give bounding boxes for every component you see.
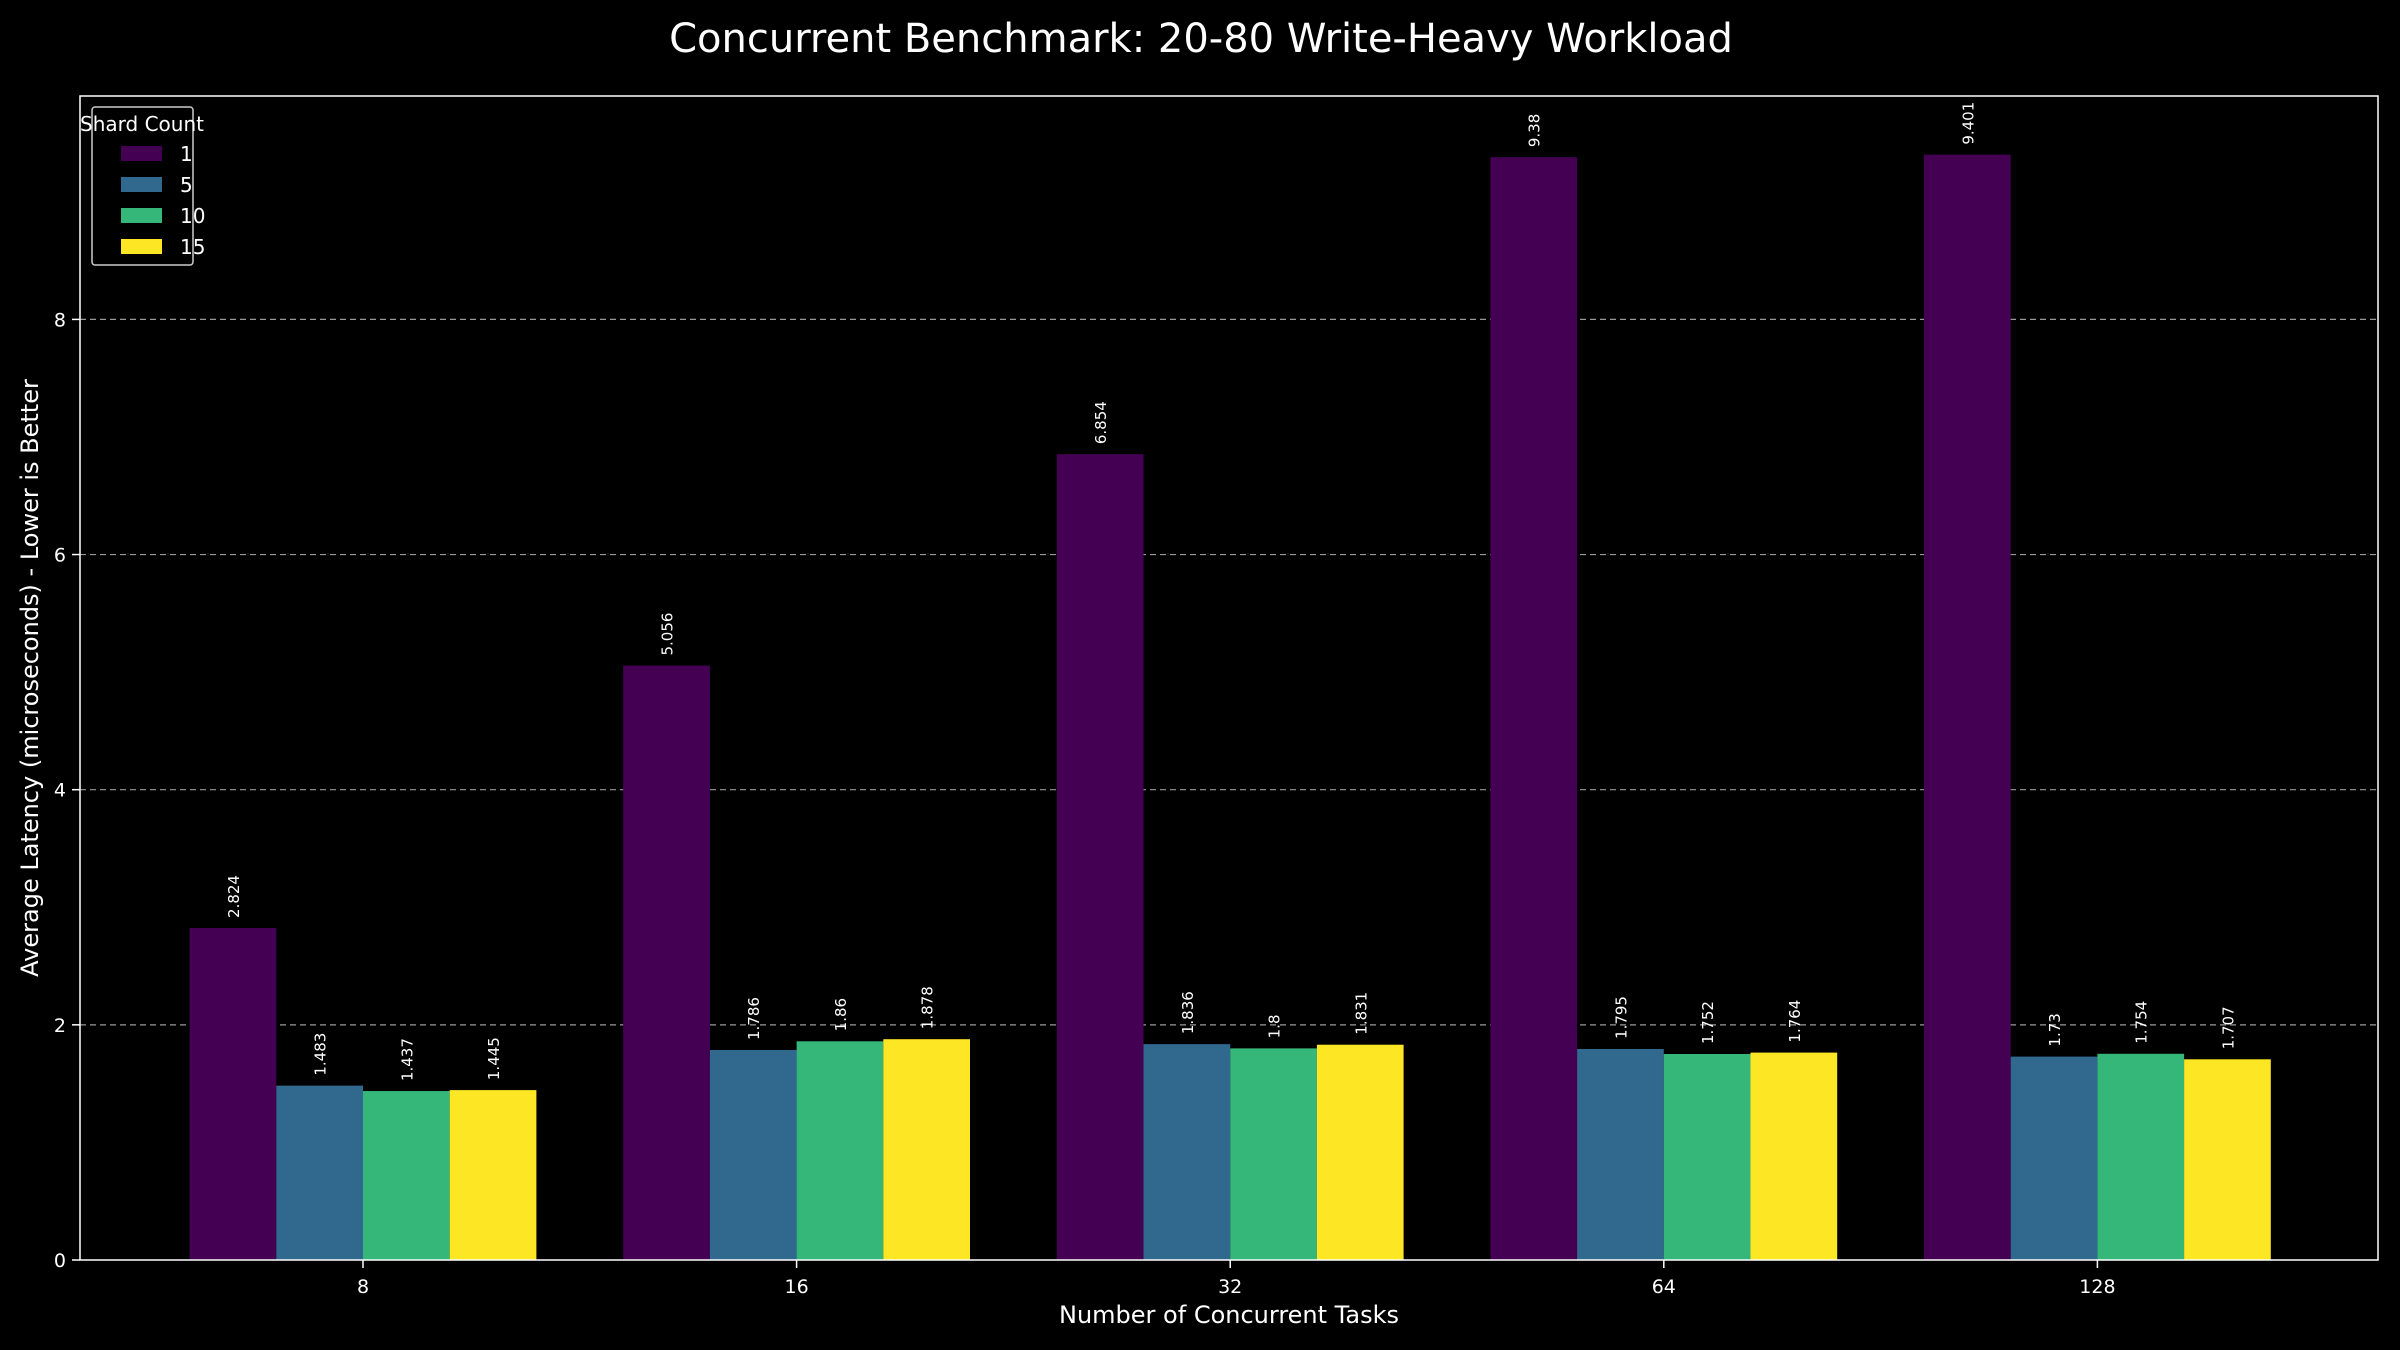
y-tick-label: 0 <box>54 1250 66 1272</box>
bar <box>1663 1054 1751 1260</box>
bar <box>1924 154 2011 1261</box>
x-tick-label: 16 <box>785 1276 809 1298</box>
bar <box>1230 1048 1317 1260</box>
bar-value-label: 1.754 <box>2133 1001 2151 1044</box>
legend-label: 10 <box>180 204 205 228</box>
bar-value-label: 1.445 <box>485 1037 503 1080</box>
bar-value-label: 1.8 <box>1266 1015 1284 1039</box>
bar-value-label: 1.786 <box>745 997 763 1040</box>
bar-value-label: 2.824 <box>225 875 243 918</box>
bar-value-label: 1.483 <box>312 1033 330 1076</box>
bar <box>2010 1056 2098 1260</box>
legend-title: Shard Count <box>80 112 204 136</box>
bar <box>623 665 710 1260</box>
legend-swatch <box>121 146 162 161</box>
bar-value-label: 1.831 <box>1352 992 1370 1035</box>
x-tick-label: 8 <box>357 1276 369 1298</box>
bar <box>2097 1053 2185 1260</box>
bar-value-label: 5.056 <box>659 613 677 656</box>
y-tick-label: 6 <box>54 545 66 567</box>
y-tick-label: 4 <box>54 780 66 802</box>
y-axis-label: Average Latency (microseconds) - Lower i… <box>16 379 44 977</box>
y-tick-label: 8 <box>54 309 66 331</box>
bar-value-label: 1.707 <box>2219 1006 2237 1049</box>
bar-value-label: 1.752 <box>1699 1001 1717 1044</box>
x-tick-label: 32 <box>1218 1276 1242 1298</box>
bar <box>1577 1048 1664 1260</box>
bar-value-label: 1.836 <box>1179 991 1197 1034</box>
legend-swatch <box>121 239 162 254</box>
bar-value-label: 1.73 <box>2046 1013 2064 1046</box>
legend-swatch <box>121 208 162 223</box>
bar <box>276 1085 363 1260</box>
bar <box>363 1091 450 1260</box>
bar-value-label: 1.878 <box>919 986 937 1029</box>
legend-label: 5 <box>180 173 193 197</box>
bar-value-label: 1.795 <box>1612 996 1630 1039</box>
legend-label: 15 <box>180 235 205 259</box>
bar <box>1316 1044 1404 1260</box>
plot-frame <box>79 95 2379 1261</box>
bars <box>189 154 2271 1261</box>
x-tick-label: 128 <box>2079 1276 2115 1298</box>
bar-value-label: 9.38 <box>1526 114 1544 147</box>
bar-value-label: 1.437 <box>398 1038 416 1081</box>
x-axis: 8 16 32 64 128 <box>357 1260 2116 1298</box>
bar <box>2184 1059 2271 1260</box>
x-tick-label: 64 <box>1652 1276 1676 1298</box>
bar-value-label: 9.401 <box>1959 102 1977 145</box>
bar <box>883 1039 970 1260</box>
y-tick-label: 2 <box>54 1015 66 1037</box>
x-axis-label: Number of Concurrent Tasks <box>1059 1301 1399 1329</box>
bar <box>189 927 277 1260</box>
bar <box>796 1041 884 1260</box>
y-axis: 0 2 4 6 8 <box>54 309 80 1272</box>
bar <box>1056 454 1144 1261</box>
bar-value-label: 1.764 <box>1786 1000 1804 1043</box>
bar-value-label: 6.854 <box>1092 401 1110 444</box>
legend-label: 1 <box>180 142 193 166</box>
bar <box>1750 1052 1838 1260</box>
bar <box>709 1050 797 1260</box>
bar <box>449 1090 537 1260</box>
chart-title: Concurrent Benchmark: 20-80 Write-Heavy … <box>669 16 1733 62</box>
bar <box>1490 157 1578 1260</box>
bar-value-label: 1.86 <box>832 998 850 1031</box>
data-labels: 2.824 1.483 1.437 1.445 5.056 1.786 1.86 1.878 6… <box>225 102 2237 1081</box>
bar <box>1143 1044 1231 1260</box>
legend-swatch <box>121 177 162 192</box>
